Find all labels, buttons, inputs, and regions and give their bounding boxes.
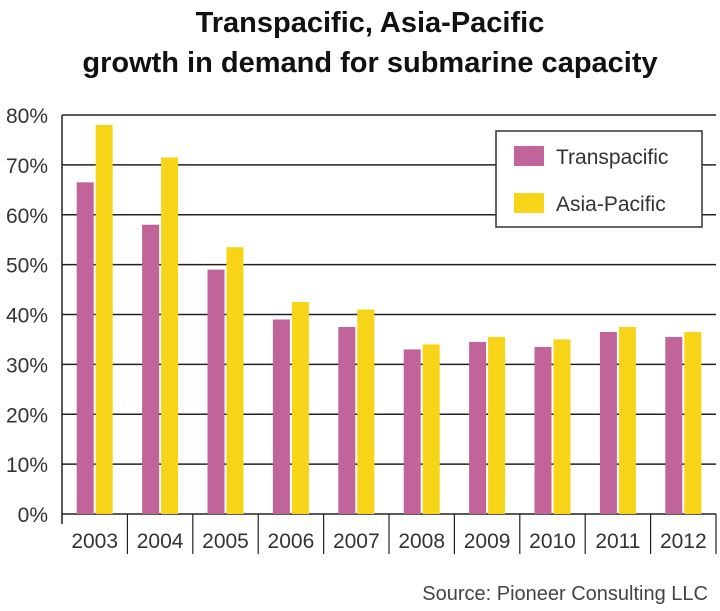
chart-title-line-2: growth in demand for submarine capacity bbox=[82, 47, 657, 79]
bar-transpacific-2011 bbox=[599, 331, 617, 514]
bar-transpacific-2008 bbox=[403, 349, 421, 514]
bar-transpacific-2010 bbox=[534, 346, 552, 514]
legend-swatch-asia-pacific bbox=[514, 193, 544, 213]
x-tick-label: 2005 bbox=[202, 530, 249, 553]
bar-asia-pacific-2012 bbox=[684, 331, 702, 514]
bar-asia-pacific-2007 bbox=[357, 309, 375, 514]
bar-transpacific-2003 bbox=[76, 182, 94, 515]
legend-swatch-transpacific bbox=[514, 146, 544, 166]
y-tick-label: 80% bbox=[6, 105, 48, 128]
bar-transpacific-2007 bbox=[338, 326, 356, 514]
bar-transpacific-2004 bbox=[142, 224, 160, 514]
bar-transpacific-2006 bbox=[272, 319, 290, 514]
bar-asia-pacific-2009 bbox=[488, 336, 506, 514]
x-axis-ticks: 2003 2004 2005 2006 2007 2008 2009 2010 2011 2012 bbox=[71, 514, 717, 554]
x-tick-label: 2011 bbox=[595, 530, 640, 553]
legend-label-asia-pacific: Asia-Pacific bbox=[556, 193, 666, 216]
y-tick-label: 10% bbox=[6, 454, 48, 477]
y-tick-label: 30% bbox=[6, 354, 48, 377]
bar-asia-pacific-2008 bbox=[422, 344, 440, 514]
x-tick-label: 2009 bbox=[464, 530, 511, 553]
x-tick-label: 2006 bbox=[268, 530, 315, 553]
bar-transpacific-2012 bbox=[665, 336, 683, 514]
y-tick-label: 0% bbox=[18, 504, 48, 527]
x-tick-label: 2003 bbox=[71, 530, 118, 553]
bar-asia-pacific-2011 bbox=[618, 326, 636, 514]
x-tick-label: 2007 bbox=[333, 530, 380, 553]
x-tick-label: 2010 bbox=[529, 530, 576, 553]
x-tick-label: 2012 bbox=[660, 530, 707, 553]
legend-label-transpacific: Transpacific bbox=[556, 146, 668, 169]
bar-asia-pacific-2006 bbox=[291, 302, 309, 514]
y-tick-label: 50% bbox=[6, 255, 48, 278]
y-tick-label: 40% bbox=[6, 305, 48, 328]
chart-source: Source: Pioneer Consulting LLC bbox=[422, 583, 708, 605]
bar-asia-pacific-2005 bbox=[226, 247, 244, 514]
y-axis-ticks: 0% 10% 20% 30% 40% 50% 60% 70% 80% bbox=[6, 105, 48, 527]
bars bbox=[76, 124, 702, 515]
y-tick-label: 60% bbox=[6, 205, 48, 228]
chart-title-line-1: Transpacific, Asia-Pacific bbox=[196, 7, 545, 39]
bar-asia-pacific-2003 bbox=[95, 124, 113, 514]
y-tick-label: 70% bbox=[6, 155, 48, 178]
x-tick-label: 2008 bbox=[398, 530, 445, 553]
bar-asia-pacific-2004 bbox=[161, 157, 179, 515]
legend: Transpacific Asia-Pacific bbox=[495, 130, 703, 228]
x-tick-label: 2004 bbox=[137, 530, 184, 553]
bar-transpacific-2009 bbox=[469, 341, 487, 514]
bar-asia-pacific-2010 bbox=[553, 339, 571, 514]
y-tick-label: 20% bbox=[6, 404, 48, 427]
bar-transpacific-2005 bbox=[207, 269, 225, 514]
